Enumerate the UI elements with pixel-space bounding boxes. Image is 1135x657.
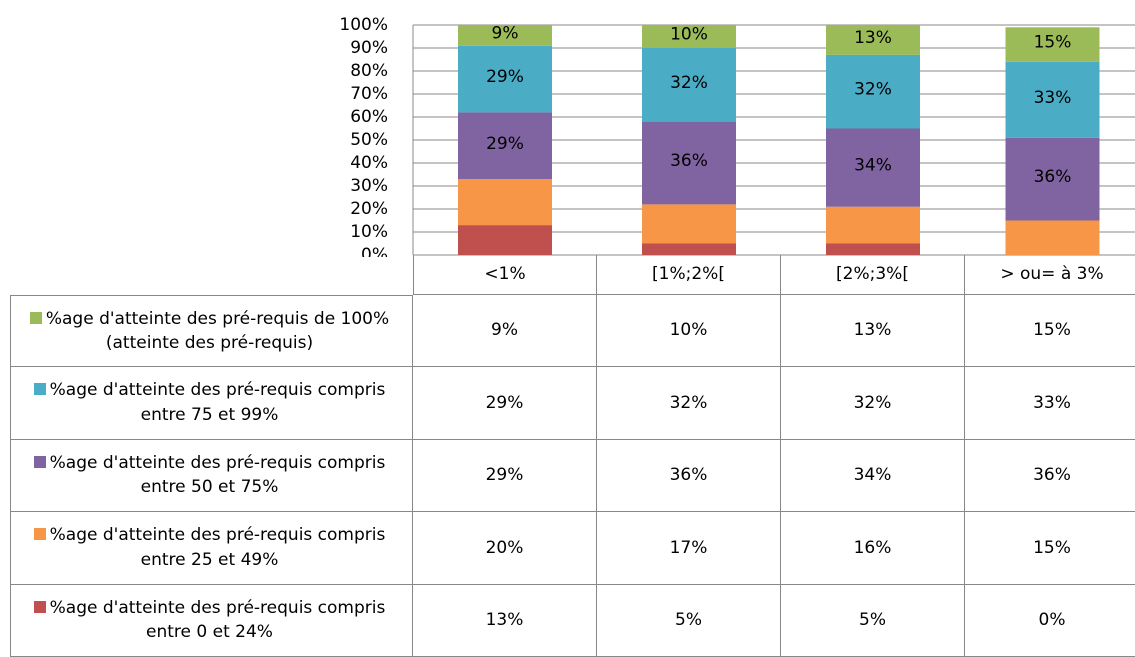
table-value: 17%	[597, 512, 781, 585]
legend-label: %age d'atteinte des pré-requis compris e…	[49, 525, 386, 570]
bar-segment	[1005, 61, 1100, 138]
data-label: 32%	[670, 73, 708, 93]
chart: 0% 10% 20% 30% 40% 50% 60% 70% 80% 90% 100% 29% 29% 9…	[339, 15, 1135, 257]
legend-entry: %age d'atteinte des pré-requis compris e…	[10, 512, 413, 585]
table-value: 13%	[781, 295, 965, 368]
legend-swatch	[29, 311, 42, 324]
bar-segment	[458, 225, 552, 255]
table-value: 32%	[781, 367, 965, 440]
bar-segment	[1005, 137, 1100, 221]
table-value: 15%	[965, 295, 1135, 368]
legend-text: %age d'atteinte des pré-requis compris e…	[15, 378, 404, 427]
bar-segment	[642, 204, 736, 244]
table-value: 20%	[413, 512, 597, 585]
data-label: 9%	[492, 23, 519, 43]
data-label: 36%	[1034, 167, 1072, 187]
y-tick-label: 70%	[350, 84, 388, 104]
category-header: [1%;2%[	[597, 255, 781, 295]
category-header: [2%;3%[	[781, 255, 965, 295]
table-value: 29%	[413, 439, 597, 513]
legend-text: %age d'atteinte des pré-requis compris e…	[15, 596, 404, 645]
y-tick-label: 80%	[350, 61, 388, 81]
bar-segment	[1005, 27, 1100, 62]
legend-label: %age d'atteinte des pré-requis compris e…	[49, 597, 386, 643]
table-value: 16%	[781, 512, 965, 585]
table-value: 33%	[965, 367, 1135, 440]
legend-label: %age d'atteinte des pré-requis de 100% (…	[45, 308, 390, 354]
legend-swatch	[33, 600, 46, 613]
bar-segment	[458, 25, 552, 46]
data-label: 33%	[1034, 88, 1072, 108]
y-tick-label: 0%	[361, 245, 388, 257]
table-value: 5%	[781, 584, 965, 657]
category-header: > ou= à 3%	[965, 255, 1135, 295]
legend-swatch	[33, 455, 46, 468]
table-value: 29%	[413, 367, 597, 440]
table-value: 9%	[413, 295, 597, 368]
y-tick-label: 20%	[350, 199, 388, 219]
legend-text: %age d'atteinte des pré-requis compris e…	[15, 451, 404, 500]
legend-swatch	[33, 383, 46, 396]
y-tick-label: 60%	[350, 107, 388, 127]
table-value: 0%	[965, 585, 1135, 657]
legend-entry: %age d'atteinte des pré-requis compris e…	[10, 584, 413, 657]
data-label: 29%	[486, 134, 524, 154]
table-value: 15%	[965, 512, 1135, 585]
legend-swatch	[33, 528, 46, 541]
data-label: 13%	[854, 28, 892, 48]
data-label: 36%	[670, 151, 708, 171]
category-header: <1%	[413, 255, 597, 295]
y-tick-label: 10%	[350, 222, 388, 242]
y-tick-label: 40%	[350, 153, 388, 173]
bar-segment	[458, 112, 552, 180]
legend-text: %age d'atteinte des pré-requis compris e…	[15, 523, 404, 572]
bar-segment	[642, 25, 736, 48]
y-tick-label: 100%	[339, 15, 388, 35]
bar-segment	[642, 48, 736, 122]
legend-entry: %age d'atteinte des pré-requis compris e…	[10, 439, 413, 513]
table-value: 36%	[597, 439, 781, 513]
bar-segment	[826, 206, 920, 244]
legend-label: %age d'atteinte des pré-requis compris e…	[49, 380, 386, 426]
legend-entry: %age d'atteinte des pré-requis compris e…	[10, 367, 413, 440]
table-value: 34%	[781, 439, 965, 513]
table-value: 36%	[965, 440, 1135, 513]
data-label: 15%	[1034, 33, 1072, 53]
y-tick-label: 30%	[350, 176, 388, 196]
table-value: 13%	[413, 584, 597, 657]
data-label: 29%	[486, 67, 524, 87]
legend-text: %age d'atteinte des pré-requis de 100% (…	[15, 307, 404, 356]
bar-segment	[642, 121, 736, 205]
bar-segment	[826, 54, 920, 129]
data-label: 32%	[854, 80, 892, 100]
data-label: 10%	[670, 25, 708, 45]
bar-segment	[826, 243, 920, 255]
legend-entry: %age d'atteinte des pré-requis de 100% (…	[10, 295, 413, 368]
bar-segment	[1005, 220, 1100, 255]
legend-label: %age d'atteinte des pré-requis compris e…	[49, 452, 386, 498]
y-tick-label: 90%	[350, 38, 388, 58]
table-value: 5%	[597, 584, 781, 657]
table-value: 32%	[597, 367, 781, 440]
bar-segment	[642, 243, 736, 255]
table-value: 10%	[597, 295, 781, 368]
y-tick-label: 50%	[350, 130, 388, 150]
bar-segment	[458, 179, 552, 226]
bar-segment	[458, 45, 552, 113]
bar-segment	[826, 25, 920, 55]
bar-segment	[826, 128, 920, 207]
data-label: 34%	[854, 156, 892, 176]
